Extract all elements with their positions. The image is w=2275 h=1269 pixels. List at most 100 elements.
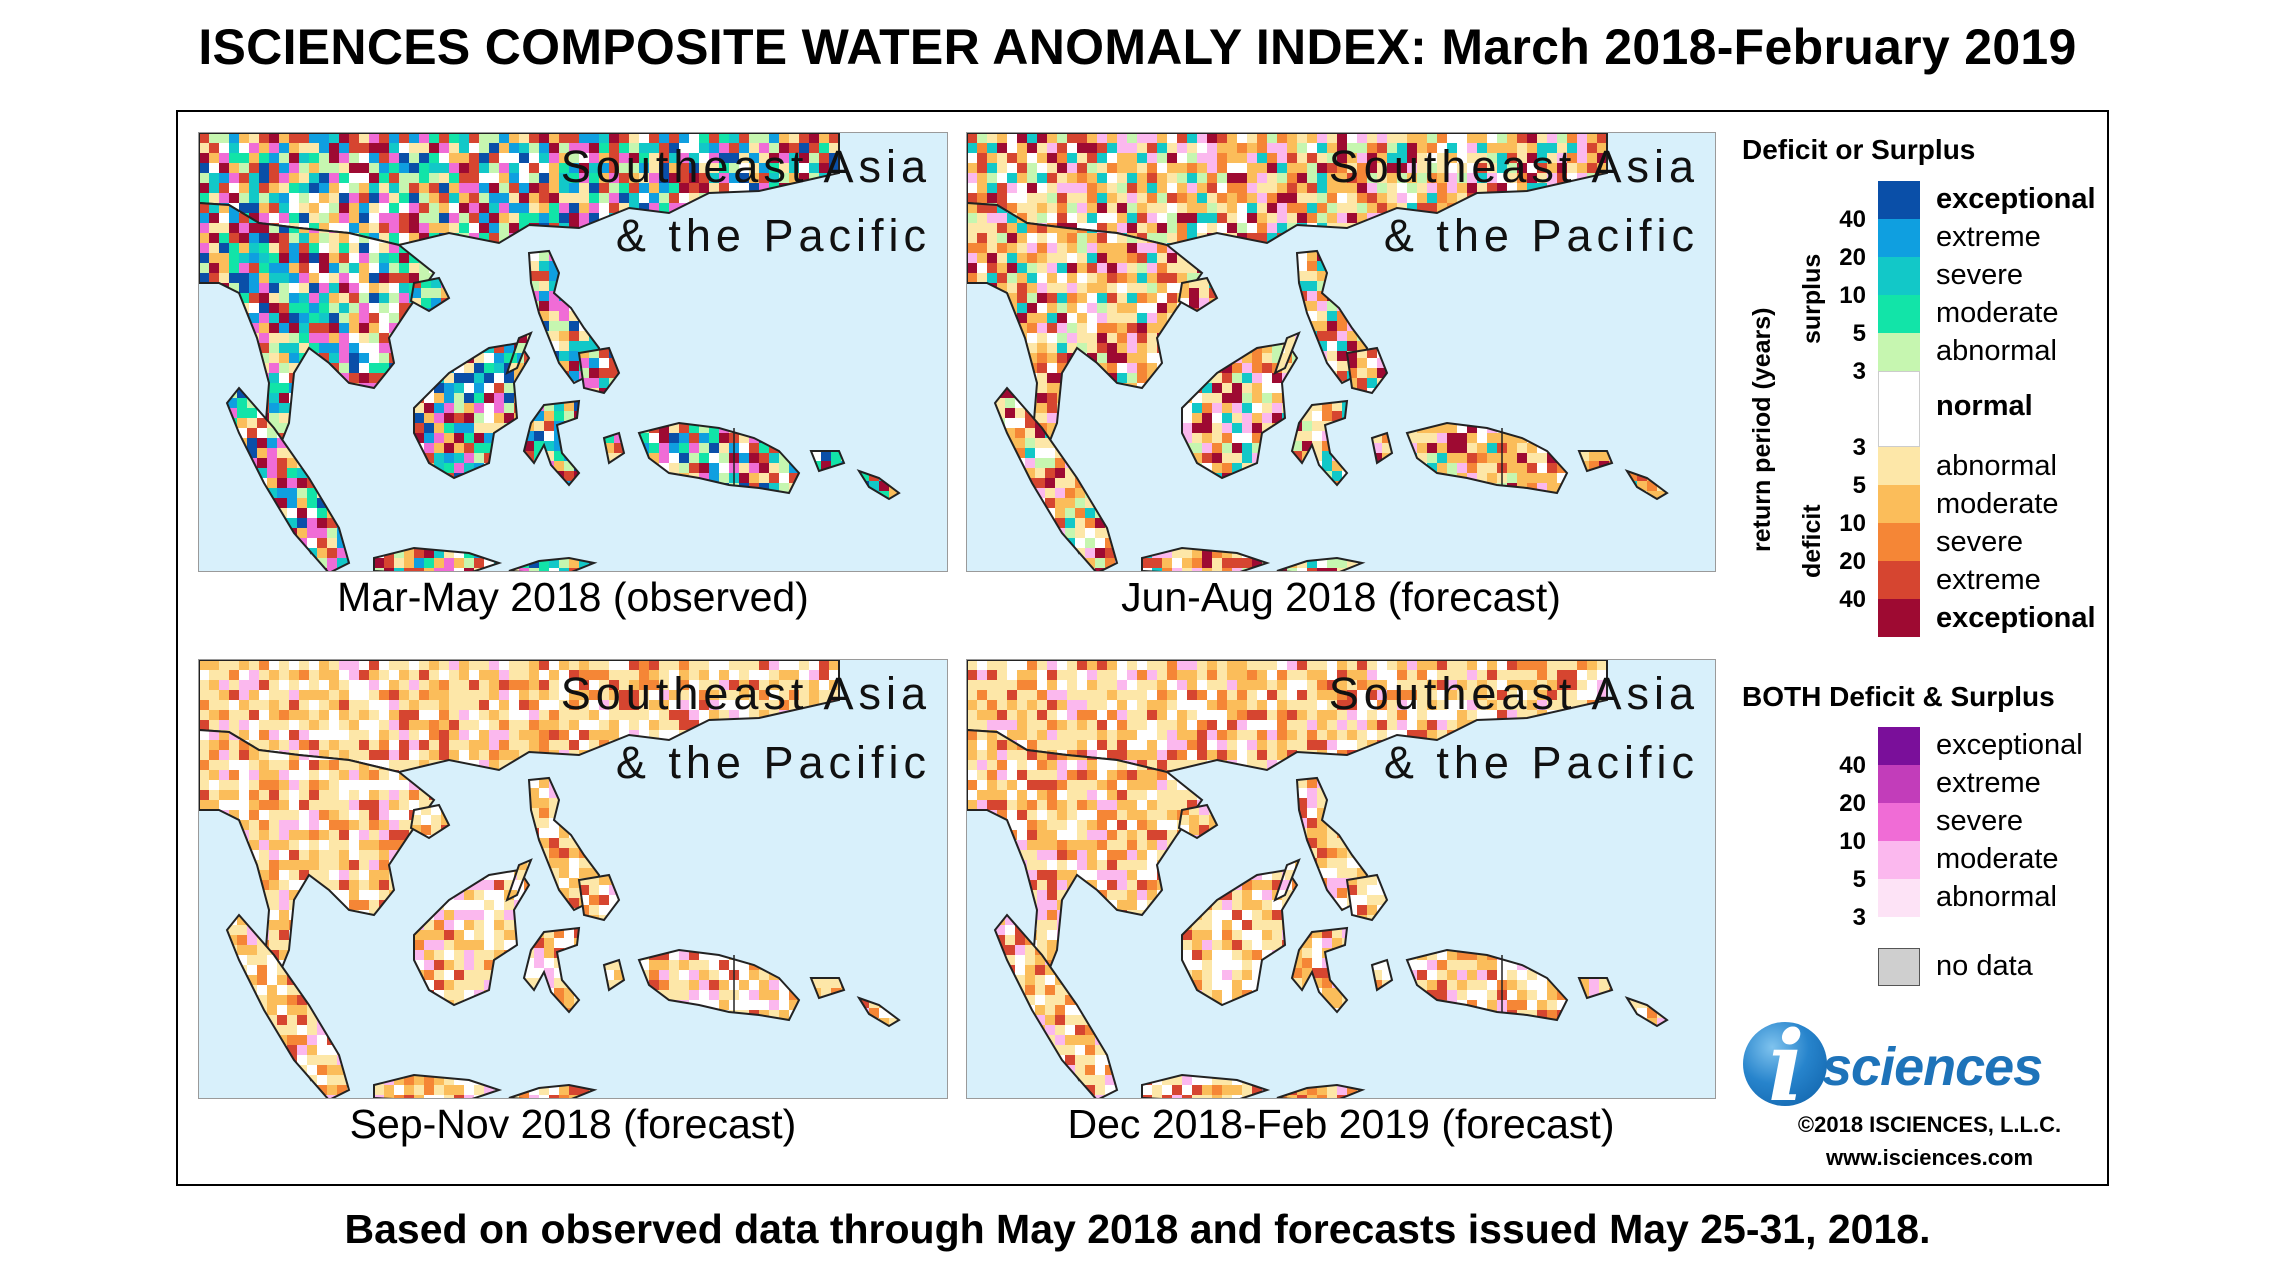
region-label-line1: Southeast Asia — [560, 141, 931, 192]
legend-rp-surplus: 20 — [1839, 244, 1866, 271]
coastline-mindanao — [1345, 873, 1389, 922]
coastline-new-guinea — [1405, 948, 1569, 1022]
coastline-borneo — [1181, 868, 1299, 1007]
coastline-sumatra — [225, 386, 351, 571]
legend-rp-both: 20 — [1839, 790, 1866, 817]
coastline-new-britain — [809, 977, 846, 1000]
legend-label-both-exceptional: exceptional — [1936, 729, 2083, 761]
coastline-indochina — [199, 201, 436, 456]
legend-rp-both: 3 — [1852, 904, 1866, 931]
legend-surplus-label: surplus — [1798, 253, 1826, 344]
coastline-moluccas — [602, 958, 626, 992]
coastline-solomon — [856, 996, 901, 1028]
region-label-line2: & the Pacific — [615, 210, 931, 261]
legend-swatch-deficit-abnormal — [1878, 447, 1920, 485]
legend-both-heading: BOTH Deficit & Surplus — [1742, 681, 2055, 712]
coastline-palawan — [505, 331, 533, 375]
legend-label-surplus-abnormal: abnormal — [1936, 335, 2057, 367]
legend-label-surplus-moderate: moderate — [1936, 297, 2059, 329]
map-panel-jun-aug-2018: Southeast Asia & the Pacific — [966, 132, 1716, 572]
legend-label-no-data: no data — [1936, 950, 2033, 982]
coastline-hainan — [409, 276, 451, 313]
legend-label-both-extreme: extreme — [1936, 767, 2041, 799]
legend-swatch-deficit-moderate — [1878, 485, 1920, 523]
coastline-java — [373, 1073, 503, 1098]
logo-text: sciences — [1822, 1037, 2043, 1097]
map-panel-sep-nov-2018: Southeast Asia & the Pacific — [198, 659, 948, 1099]
legend-swatch-surplus-abnormal — [1878, 333, 1920, 371]
legend-axis-label: return period (years) — [1748, 307, 1776, 552]
coastline-indochina — [967, 728, 1204, 983]
coastline-borneo — [1181, 341, 1299, 480]
panel-caption: Dec 2018-Feb 2019 (forecast) — [1067, 1101, 1615, 1147]
coastline-sulawesi — [522, 926, 581, 1014]
coastline-palawan — [505, 858, 533, 902]
legend-swatch-surplus-severe — [1878, 257, 1920, 295]
logo-letter: i — [1768, 1010, 1805, 1123]
panel-caption: Sep-Nov 2018 (forecast) — [349, 1101, 797, 1147]
legend-label-surplus-severe: severe — [1936, 259, 2024, 291]
legend-swatch-surplus-moderate — [1878, 295, 1920, 333]
map-panel-mar-may-2018: Southeast Asia & the Pacific — [198, 132, 948, 572]
coastline-new-guinea — [637, 948, 801, 1022]
legend-rp-deficit: 5 — [1852, 472, 1866, 499]
legend-deficit-label: deficit — [1798, 504, 1826, 578]
coastline-solomon — [856, 469, 901, 501]
map-panel-dec-2018-feb-2019: Southeast Asia & the Pacific — [966, 659, 1716, 1099]
coastline-new-guinea — [637, 421, 801, 495]
legend-swatch-surplus-extreme — [1878, 219, 1920, 257]
coastline-sumatra — [225, 913, 351, 1098]
coastline-java — [1141, 1073, 1271, 1098]
website: www.isciences.com — [1825, 1145, 2034, 1170]
legend-label-both-abnormal: abnormal — [1936, 881, 2057, 913]
legend-label-normal: normal — [1936, 390, 2033, 422]
land-china — [199, 660, 839, 772]
land-hainan — [411, 805, 449, 838]
coastline-moluccas — [1370, 431, 1394, 465]
legend-rp-deficit: 3 — [1852, 434, 1866, 461]
legend-label-both-moderate: moderate — [1936, 843, 2059, 875]
legend-swatch-both-severe — [1878, 803, 1920, 841]
land-mindanao — [579, 875, 619, 920]
figure-frame — [176, 110, 2109, 1186]
region-label-line1: Southeast Asia — [1328, 141, 1699, 192]
legend-swatch-surplus-exceptional — [1878, 181, 1920, 219]
legend-label-deficit-exceptional: exceptional — [1936, 602, 2096, 634]
coastline-java — [1141, 546, 1271, 571]
legend-rp-surplus: 5 — [1852, 320, 1866, 347]
legend-label-surplus-extreme: extreme — [1936, 221, 2041, 253]
coastline-sulawesi — [1290, 926, 1349, 1014]
coastline-timor-chain — [1276, 556, 1366, 571]
region-label-line2: & the Pacific — [1383, 737, 1699, 788]
coastline-mindanao — [577, 873, 621, 922]
legend-rp-both: 10 — [1839, 828, 1866, 855]
coastline-moluccas — [602, 431, 626, 465]
legend-rp-deficit: 40 — [1839, 586, 1866, 613]
panel-caption: Mar-May 2018 (observed) — [337, 574, 809, 620]
coastline-sumatra — [993, 913, 1119, 1098]
coastline-hainan — [1177, 803, 1219, 840]
isciences-logo-icon — [1743, 1022, 1827, 1106]
legend-swatch-both-exceptional — [1878, 727, 1920, 765]
coastline-indochina — [199, 728, 436, 983]
map-svg — [199, 133, 947, 571]
legend-label-deficit-moderate: moderate — [1936, 488, 2059, 520]
legend-rp-both: 40 — [1839, 752, 1866, 779]
legend-swatch-deficit-exceptional — [1878, 599, 1920, 637]
footer-note: Based on observed data through May 2018 … — [344, 1206, 1931, 1252]
region-label-line2: & the Pacific — [615, 737, 931, 788]
coastline-new-guinea — [1405, 421, 1569, 495]
coastline-timor-chain — [508, 556, 598, 571]
coastline-new-britain — [809, 450, 846, 473]
legend-rp-both: 5 — [1852, 866, 1866, 893]
coastline-solomon — [1624, 996, 1669, 1028]
coastline-indochina — [967, 201, 1204, 456]
legend-label-deficit-severe: severe — [1936, 526, 2024, 558]
coastline-sulawesi — [1290, 399, 1349, 487]
region-label-line1: Southeast Asia — [1328, 668, 1699, 719]
coastline-borneo — [413, 341, 531, 480]
coastline-hainan — [1177, 276, 1219, 313]
coastline-mindanao — [577, 346, 621, 395]
region-label-line1: Southeast Asia — [560, 668, 931, 719]
map-svg — [199, 660, 947, 1098]
